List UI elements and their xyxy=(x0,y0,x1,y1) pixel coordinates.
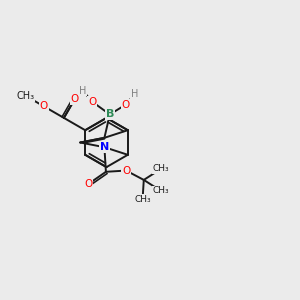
Text: CH₃: CH₃ xyxy=(16,91,34,101)
Text: H: H xyxy=(131,89,138,99)
Text: O: O xyxy=(122,100,130,110)
Text: O: O xyxy=(40,101,48,111)
Text: CH₃: CH₃ xyxy=(153,187,169,196)
Text: B: B xyxy=(106,110,114,119)
Text: N: N xyxy=(100,142,109,152)
Text: H: H xyxy=(79,85,86,96)
Text: O: O xyxy=(122,166,130,176)
Text: CH₃: CH₃ xyxy=(134,195,151,204)
Text: O: O xyxy=(71,94,79,104)
Text: O: O xyxy=(84,179,92,189)
Text: O: O xyxy=(88,97,96,106)
Text: CH₃: CH₃ xyxy=(153,164,169,173)
